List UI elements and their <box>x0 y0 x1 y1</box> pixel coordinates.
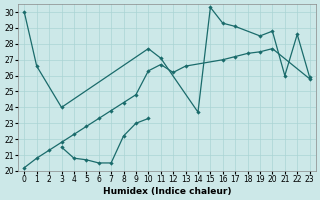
X-axis label: Humidex (Indice chaleur): Humidex (Indice chaleur) <box>103 187 231 196</box>
